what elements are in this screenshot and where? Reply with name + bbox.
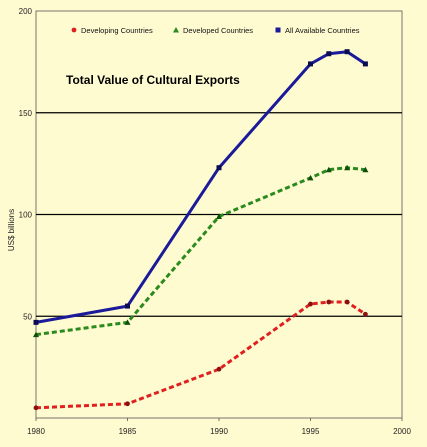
legend-label: All Available Countries [285,26,360,35]
legend: Developing Countries Developed Countries A… [71,26,360,35]
data-point [308,61,313,67]
y-tick-label: 200 [19,7,33,16]
x-tick-label: 1995 [302,427,320,436]
legend-label: Developing Countries [81,26,153,35]
x-tick-label: 1985 [119,427,137,436]
legend-marker [173,27,179,33]
data-point [125,303,130,309]
legend-marker [71,27,77,33]
data-point [362,61,368,67]
data-point [344,49,350,55]
data-point [344,299,350,305]
data-point [344,164,351,171]
x-tick-label: 1990 [210,427,228,436]
y-axis-label: US$ billions [7,209,16,251]
data-point [33,405,39,411]
data-point [363,311,368,317]
data-point [325,166,332,173]
data-point [326,299,332,305]
data-point [216,213,222,220]
chart-title: Total Value of Cultural Exports [66,73,240,87]
data-point [307,174,314,181]
y-tick-label: 100 [19,211,33,220]
data-point [124,319,131,325]
legend-marker [275,27,281,33]
data-point [362,166,369,173]
data-point [326,51,332,57]
legend-label: Developed Countries [183,26,253,35]
data-point [216,165,222,171]
y-tick-label: 50 [23,312,32,321]
x-tick-label: 2000 [393,427,411,436]
data-point [33,331,39,338]
y-tick-label: 150 [19,109,33,118]
data-point [216,366,222,372]
x-tick-label: 1980 [27,427,45,436]
series-markers [33,49,369,411]
data-point [125,401,130,407]
axis-ticks: 1980 1985 1990 1995 2000 50 100 150 200 [19,7,412,436]
data-point [308,301,313,307]
data-point [33,319,39,325]
